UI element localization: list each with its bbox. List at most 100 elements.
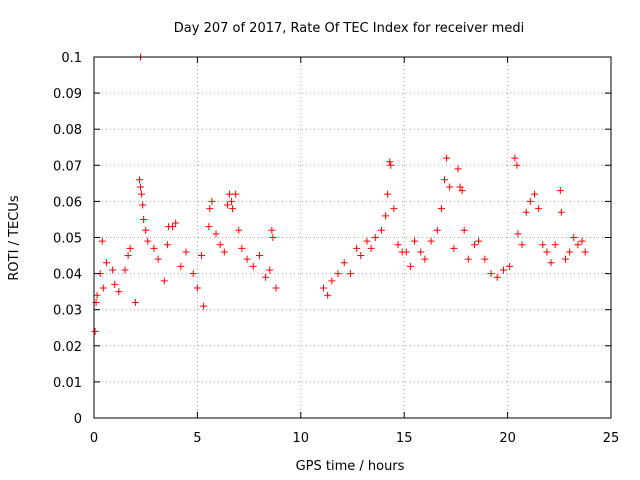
data-point xyxy=(225,190,233,198)
x-tick-label: 10 xyxy=(293,431,310,446)
data-point xyxy=(208,197,216,205)
y-tick-labels: 0 0.01 0.02 0.03 0.04 0.05 0.06 0.07 0.08 0.09 0.1 xyxy=(53,51,82,427)
data-point xyxy=(346,270,354,278)
data-points xyxy=(91,53,589,335)
data-point xyxy=(406,262,414,270)
data-point xyxy=(394,241,402,249)
data-point xyxy=(493,273,501,281)
data-point xyxy=(243,255,251,263)
x-tick-label: 15 xyxy=(396,431,413,446)
data-point xyxy=(387,161,395,169)
data-point xyxy=(182,248,190,256)
x-axis-label: GPS time / hours xyxy=(296,459,405,474)
data-point xyxy=(320,284,328,292)
data-point xyxy=(363,237,371,245)
data-point xyxy=(229,205,237,213)
data-point xyxy=(99,284,107,292)
data-point xyxy=(266,266,274,274)
data-point xyxy=(150,244,158,252)
data-point xyxy=(574,241,582,249)
data-point xyxy=(384,190,392,198)
x-tick-label: 25 xyxy=(603,431,620,446)
data-point xyxy=(433,226,441,234)
data-point xyxy=(255,252,263,260)
y-tick-label: 0.02 xyxy=(53,340,82,355)
data-point xyxy=(454,165,462,173)
y-tick-label: 0.1 xyxy=(61,51,82,66)
data-point xyxy=(109,266,117,274)
data-point xyxy=(511,154,519,162)
data-point xyxy=(205,223,213,231)
data-point xyxy=(551,241,559,249)
data-point xyxy=(539,241,547,249)
data-point xyxy=(518,241,526,249)
data-point xyxy=(216,241,224,249)
data-point xyxy=(499,266,507,274)
y-tick-label: 0.07 xyxy=(53,159,82,174)
data-point xyxy=(232,190,240,198)
data-point xyxy=(566,248,574,256)
data-point xyxy=(441,176,449,184)
y-tick-label: 0.04 xyxy=(53,268,82,283)
data-point xyxy=(556,187,564,195)
data-point xyxy=(206,205,214,213)
data-point xyxy=(200,302,208,310)
x-tick-label: 20 xyxy=(499,431,516,446)
data-point xyxy=(487,270,495,278)
data-point xyxy=(93,291,101,299)
data-point xyxy=(456,183,464,191)
data-point xyxy=(340,259,348,267)
y-tick-label: 0.08 xyxy=(53,123,82,138)
data-point xyxy=(115,288,123,296)
data-point xyxy=(371,234,379,241)
y-tick-label: 0.09 xyxy=(53,87,82,102)
data-point xyxy=(228,197,236,205)
data-point xyxy=(142,226,150,234)
data-point xyxy=(417,248,425,256)
data-point xyxy=(163,241,171,249)
data-point xyxy=(238,244,246,252)
data-point xyxy=(522,208,530,216)
data-point xyxy=(135,176,143,184)
x-tick-label: 0 xyxy=(90,431,98,446)
data-point xyxy=(169,223,177,231)
data-point xyxy=(390,205,398,213)
data-point xyxy=(481,255,489,263)
x-tick-labels: 0 5 10 15 20 25 xyxy=(90,431,619,446)
data-point xyxy=(581,248,589,256)
data-point xyxy=(144,237,152,245)
data-point xyxy=(514,230,522,238)
data-point xyxy=(450,244,458,252)
data-point xyxy=(121,266,129,274)
data-point xyxy=(464,255,472,263)
plot-frame xyxy=(93,56,612,419)
data-point xyxy=(530,190,538,198)
data-point xyxy=(111,280,119,288)
data-point xyxy=(402,248,410,256)
data-point xyxy=(578,237,586,245)
data-point xyxy=(193,284,201,292)
y-tick-label: 0.05 xyxy=(53,232,82,247)
data-point xyxy=(140,215,148,223)
data-point xyxy=(324,291,332,299)
y-tick-label: 0.06 xyxy=(53,195,82,210)
data-point xyxy=(513,161,521,169)
data-point xyxy=(367,244,375,252)
data-point xyxy=(535,205,543,213)
data-point xyxy=(334,270,342,278)
data-point xyxy=(328,277,336,285)
data-point xyxy=(443,154,451,162)
data-point xyxy=(269,234,277,241)
chart-title: Day 207 of 2017, Rate Of TEC Index for r… xyxy=(174,21,524,36)
data-point xyxy=(235,226,243,234)
data-point xyxy=(220,248,228,256)
data-point xyxy=(172,219,180,227)
data-point xyxy=(460,226,468,234)
data-point xyxy=(471,241,479,249)
data-point xyxy=(458,187,466,195)
data-point xyxy=(562,255,570,263)
y-tick-label: 0 xyxy=(74,412,82,427)
data-point xyxy=(137,183,145,191)
y-axis-label: ROTI / TECUs xyxy=(7,195,22,280)
